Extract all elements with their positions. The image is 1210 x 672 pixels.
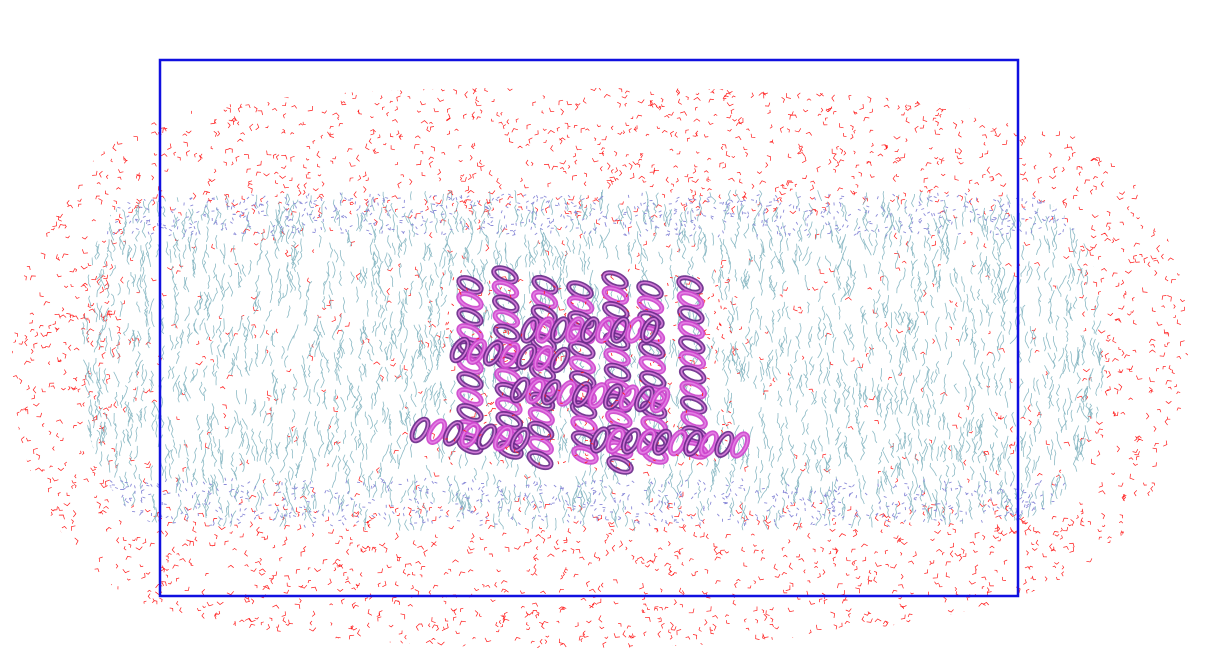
periodic-box xyxy=(158,58,1020,598)
protein-helix[interactable] xyxy=(519,316,660,344)
protein-helix[interactable] xyxy=(589,426,751,459)
protein-helices[interactable] xyxy=(409,265,751,476)
protein-helix[interactable] xyxy=(409,416,532,454)
protein-helix[interactable] xyxy=(509,376,671,414)
protein-helix[interactable] xyxy=(566,280,599,466)
lipid-tails xyxy=(80,189,1106,532)
pore-waters xyxy=(442,268,741,466)
lipid-bilayer xyxy=(80,189,1106,532)
protein-helix[interactable] xyxy=(449,336,572,374)
lipid-headgroups xyxy=(89,192,1102,528)
